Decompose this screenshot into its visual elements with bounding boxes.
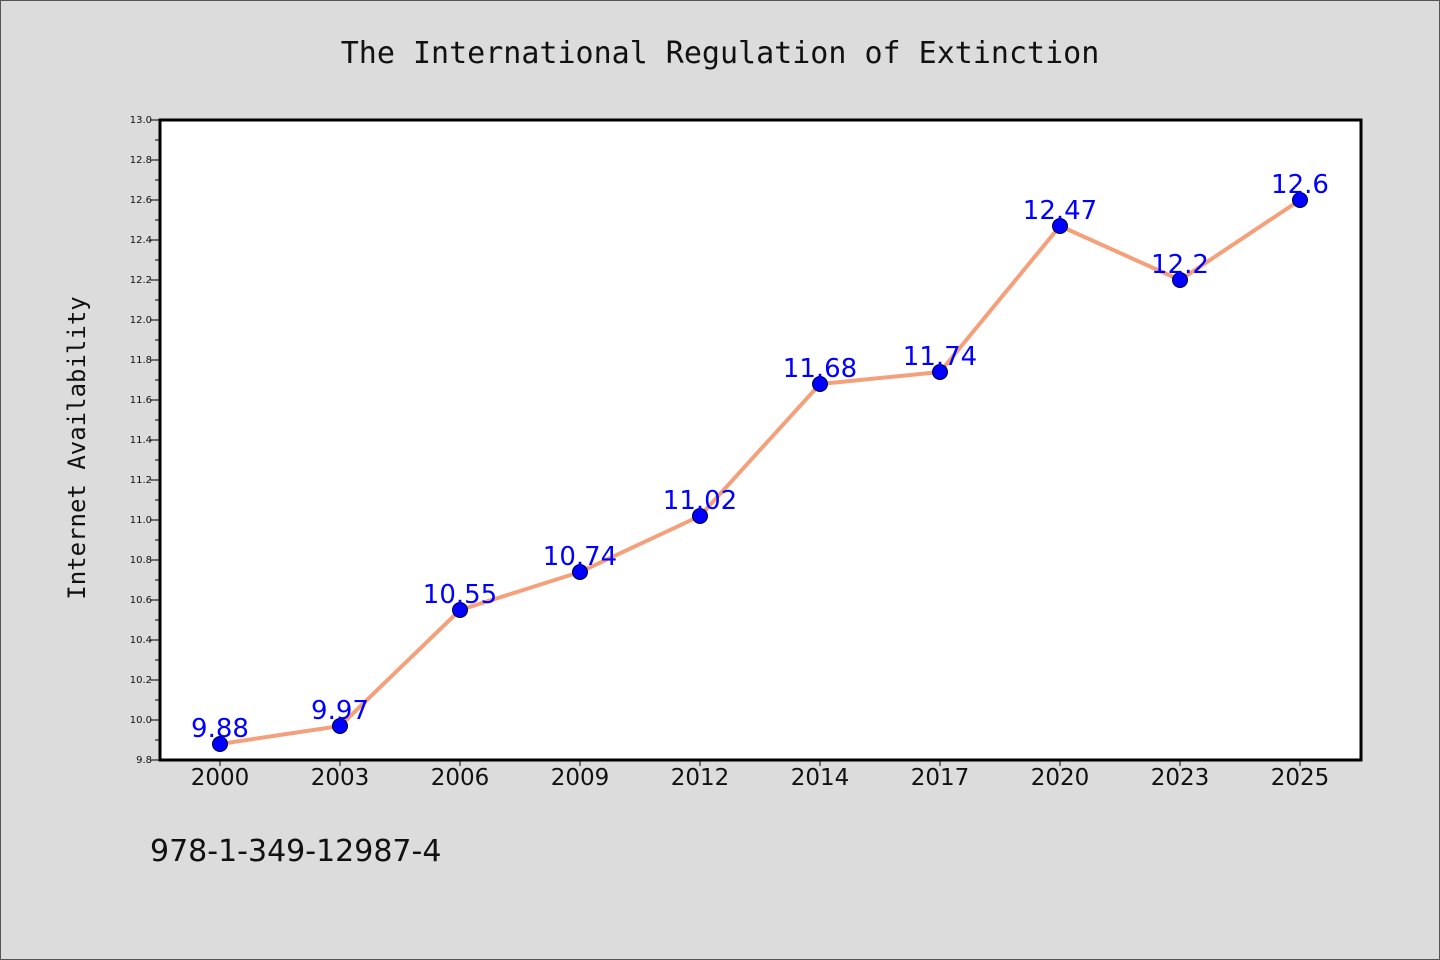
data-point [1172,272,1188,288]
y-tick-label: 11.8 [130,355,152,366]
x-axis: 2000 2003 2006 2009 2012 2014 2017 2020 2023 2025 [191,760,1330,791]
data-point [452,602,468,618]
data-point [332,718,348,734]
data-point [692,508,708,524]
x-tick-label: 2000 [191,765,250,791]
data-point [572,564,588,580]
data-label: 12.2 [1151,250,1209,280]
y-tick-label: 12.4 [130,235,152,246]
y-tick-label: 13.0 [130,115,152,126]
y-axis: 9.8 10.0 10.2 10.4 10.6 10.8 11.0 11.2 11.4 11.6 1… [130,115,160,766]
x-tick-label: 2009 [551,765,610,791]
y-tick-label: 10.2 [130,675,152,686]
y-tick-label: 12.2 [130,275,152,286]
series-line [218,198,1302,746]
plot-border [158,118,1363,762]
y-tick-label: 9.8 [136,755,152,766]
x-tick-label: 2006 [431,765,490,791]
data-point [932,364,948,380]
x-tick-label: 2017 [911,765,970,791]
y-tick-label: 12.0 [130,315,152,326]
y-tick-label: 10.4 [130,635,152,646]
series-layer: 9.88 9.97 10.55 10.74 11.02 11.68 11.74 12.47 12… [191,170,1329,752]
isbn-text: 978-1-349-12987-4 [150,834,442,869]
y-tick-label: 11.6 [130,395,152,406]
data-label: 9.88 [191,714,249,744]
data-label: 10.55 [423,580,497,610]
y-tick-label: 11.2 [130,475,152,486]
y-tick-label: 12.8 [130,155,152,166]
x-tick-label: 2012 [671,765,730,791]
y-tick-label: 10.6 [130,595,152,606]
x-tick-label: 2023 [1151,765,1210,791]
data-label: 10.74 [543,542,617,572]
x-tick-label: 2020 [1031,765,1090,791]
data-label: 9.97 [311,696,369,726]
plot-area [160,120,1361,760]
data-point [1292,192,1308,208]
data-label: 11.68 [783,354,857,384]
x-tick-label: 2014 [791,765,850,791]
y-tick-label: 10.0 [130,715,152,726]
y-tick-label: 10.8 [130,555,152,566]
data-label: 11.02 [663,486,737,516]
data-label: 12.47 [1023,196,1097,226]
data-point [212,736,228,752]
x-tick-label: 2003 [311,765,370,791]
y-tick-label: 11.4 [130,435,152,446]
data-point [812,376,828,392]
x-tick-label: 2025 [1271,765,1330,791]
data-label: 12.6 [1271,170,1329,200]
data-label: 11.74 [903,342,977,372]
data-point [1052,218,1068,234]
y-tick-label: 12.6 [130,195,152,206]
chart-title: The International Regulation of Extincti… [341,36,1100,71]
y-axis-label: Internet Availability [63,296,91,599]
y-tick-label: 11.0 [130,515,152,526]
